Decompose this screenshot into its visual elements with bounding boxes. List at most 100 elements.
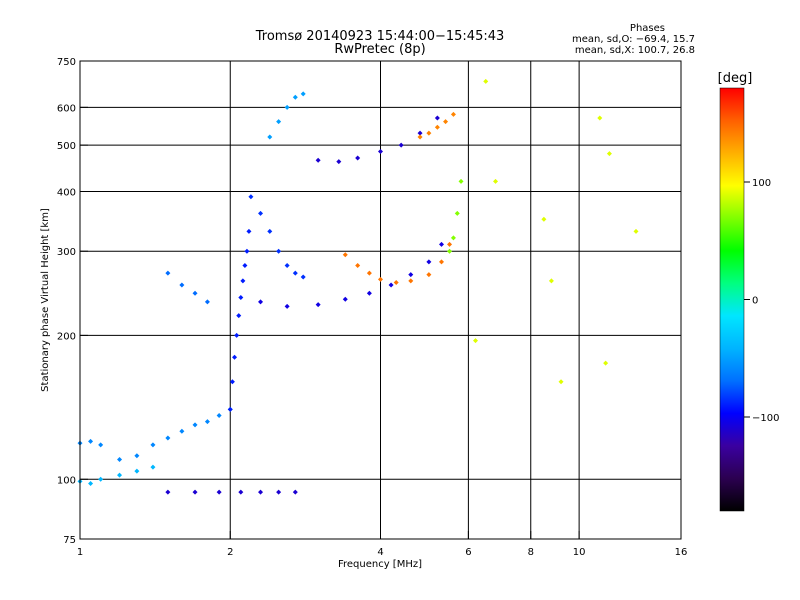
data-point	[192, 290, 198, 296]
data-point	[117, 456, 123, 462]
data-point	[417, 134, 423, 140]
data-point	[355, 263, 361, 269]
data-point	[597, 115, 603, 121]
data-point	[248, 194, 254, 200]
data-point	[606, 151, 612, 157]
colorbar-label: [deg]	[718, 71, 753, 86]
data-point	[165, 435, 171, 441]
data-point	[284, 303, 290, 309]
colorbar-tick-label: −100	[752, 413, 779, 424]
data-point	[284, 263, 290, 269]
x-tick-label: 6	[465, 547, 471, 558]
stats-x-line: mean, sd,X: 100.7, 26.8	[575, 45, 695, 56]
y-tick-label: 300	[57, 247, 76, 258]
data-point	[603, 360, 609, 366]
y-axis-label: Stationary phase Virtual Height [km]	[40, 208, 51, 392]
data-point	[558, 379, 564, 385]
data-point	[134, 453, 140, 459]
data-point	[450, 111, 456, 117]
data-point	[541, 216, 547, 222]
data-point	[98, 476, 104, 482]
data-point	[234, 332, 240, 338]
data-point	[450, 235, 456, 241]
data-point	[267, 228, 273, 234]
data-point	[292, 489, 298, 495]
data-point	[443, 119, 449, 125]
y-tick-label: 500	[57, 141, 76, 152]
data-point	[472, 338, 478, 344]
data-point	[417, 130, 423, 136]
x-tick-label: 10	[573, 547, 586, 558]
data-point	[388, 282, 394, 288]
data-point	[150, 442, 156, 448]
x-tick-label: 8	[528, 547, 534, 558]
data-point	[336, 159, 342, 165]
data-point	[267, 134, 273, 140]
data-point	[88, 438, 94, 444]
data-point	[408, 278, 414, 284]
x-tick-label: 16	[675, 547, 688, 558]
data-point	[165, 270, 171, 276]
data-point	[276, 119, 282, 125]
y-tick-label: 100	[57, 475, 76, 486]
data-point	[434, 115, 440, 121]
data-point	[165, 489, 171, 495]
data-point	[216, 489, 222, 495]
data-point	[342, 296, 348, 302]
data-point	[242, 263, 248, 269]
data-point	[393, 280, 399, 286]
data-point	[244, 248, 250, 254]
data-point	[276, 489, 282, 495]
y-tick-label: 200	[57, 331, 76, 342]
data-point	[236, 313, 242, 319]
data-point	[300, 274, 306, 280]
data-point	[134, 468, 140, 474]
data-point	[300, 91, 306, 97]
data-point	[355, 155, 361, 161]
data-point	[204, 419, 210, 425]
data-point	[204, 299, 210, 305]
data-point	[229, 379, 235, 385]
colorbar-tick-label: 0	[752, 296, 758, 307]
data-point	[179, 428, 185, 434]
x-axis: 1 2 4 6 8 10 16	[77, 531, 688, 558]
data-point	[98, 442, 104, 448]
data-point	[483, 78, 489, 84]
y-axis: 75 100 200 300 400 500 600 750	[57, 57, 88, 546]
x-tick-label: 1	[77, 547, 83, 558]
data-point	[238, 295, 244, 301]
data-point	[426, 272, 432, 278]
data-point	[366, 290, 372, 296]
data-point	[493, 178, 499, 184]
data-point	[342, 252, 348, 258]
data-point	[246, 228, 252, 234]
x-tick-label: 4	[377, 547, 383, 558]
data-point	[434, 124, 440, 130]
data-point	[378, 276, 383, 282]
data-point	[192, 489, 198, 495]
data-point	[408, 272, 414, 278]
data-point	[633, 228, 639, 234]
data-point	[117, 472, 123, 478]
data-point	[439, 241, 445, 247]
chart-title: Tromsø 20140923 15:44:00−15:45:43	[255, 29, 505, 44]
data-point	[447, 241, 453, 247]
plot-area	[80, 61, 681, 539]
data-point	[447, 248, 453, 254]
colorbar-ticks: 100 0 −100	[744, 178, 779, 424]
data-point	[238, 489, 244, 495]
colorbar	[719, 87, 745, 512]
data-point	[227, 406, 233, 412]
data-points-layer	[77, 78, 639, 495]
data-point	[378, 148, 383, 154]
data-point	[276, 248, 282, 254]
y-tick-label: 75	[63, 535, 76, 546]
colorbar-tick-label: 100	[752, 178, 771, 189]
stats-o-line: mean, sd,O: −69.4, 15.7	[572, 34, 695, 45]
y-tick-label: 750	[57, 57, 76, 68]
data-point	[258, 299, 264, 305]
chart-subtitle: RwPretec (8p)	[334, 42, 425, 57]
y-tick-label: 600	[57, 103, 76, 114]
data-point	[454, 210, 460, 216]
data-point	[232, 354, 238, 360]
